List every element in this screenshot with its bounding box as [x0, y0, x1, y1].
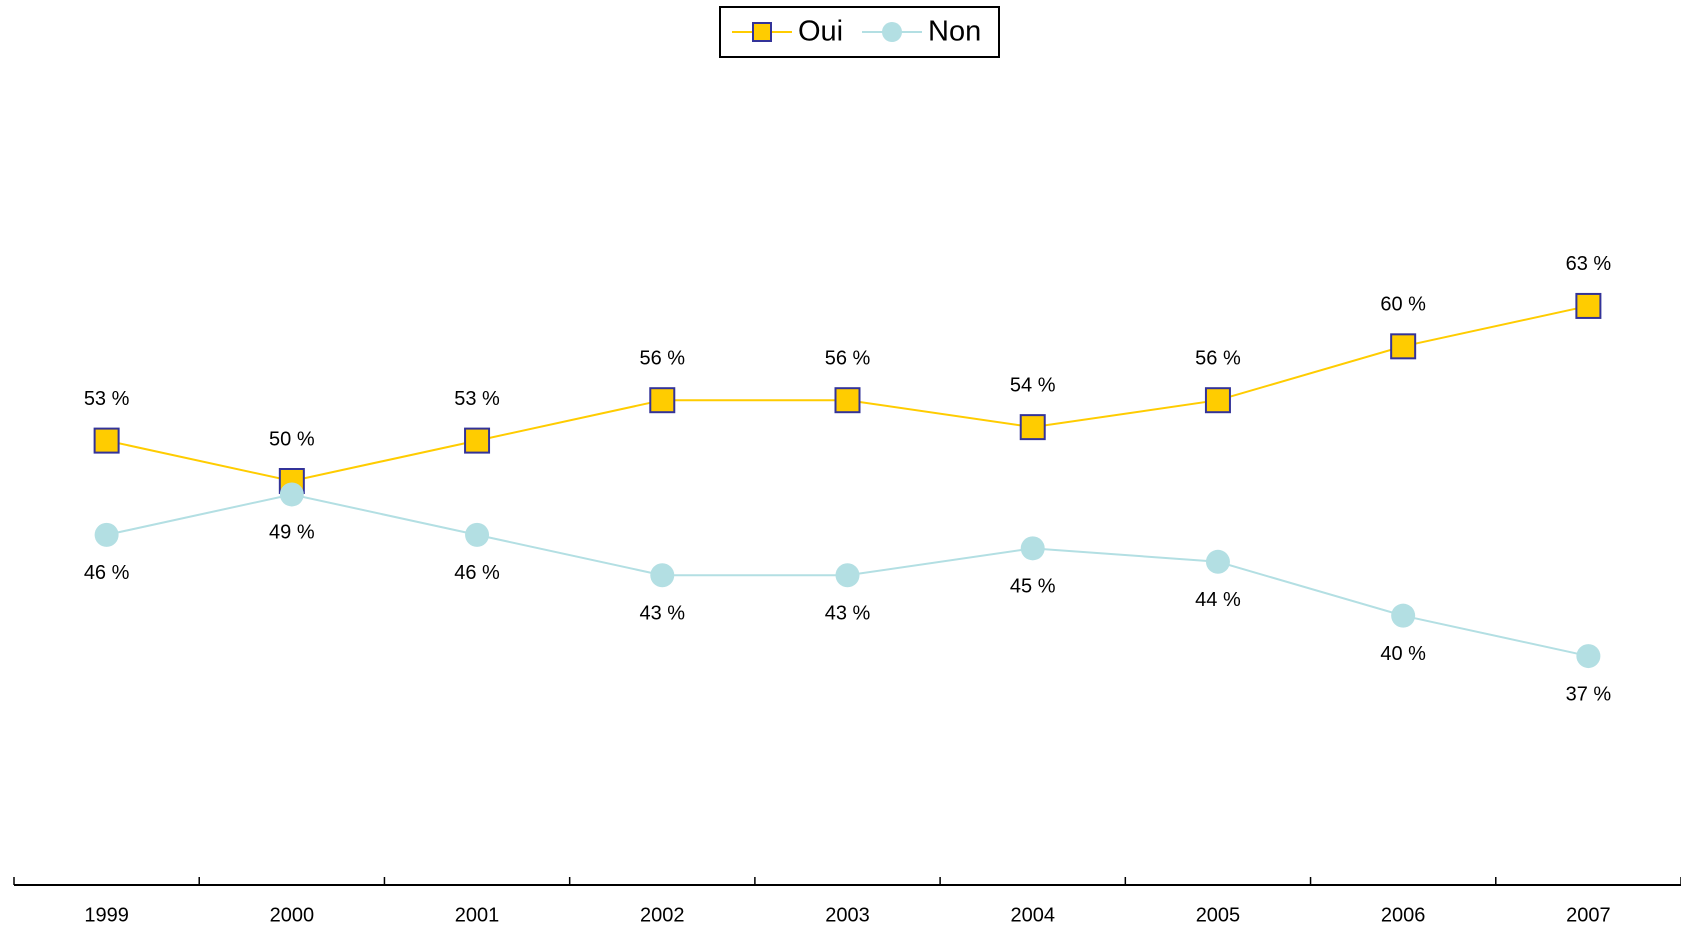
marker [649, 387, 676, 414]
marker [834, 387, 861, 414]
data-label: 46 % [454, 562, 500, 584]
marker [1391, 603, 1416, 628]
data-label: 56 % [639, 347, 685, 369]
data-label: 46 % [84, 562, 130, 584]
x-tick-label: 2002 [640, 904, 685, 926]
data-label: 49 % [269, 522, 315, 544]
data-label: 60 % [1380, 294, 1426, 316]
marker [1575, 292, 1602, 319]
marker [835, 563, 860, 588]
marker [1576, 644, 1601, 669]
data-label: 53 % [84, 388, 130, 410]
x-tick-label: 2001 [455, 904, 500, 926]
data-label: 53 % [454, 388, 500, 410]
marker [1019, 414, 1046, 441]
data-label: 44 % [1195, 589, 1241, 611]
legend-label: Non [928, 16, 981, 48]
marker [279, 482, 304, 507]
data-label: 56 % [825, 347, 871, 369]
data-label: 43 % [639, 603, 685, 625]
data-label: 43 % [825, 603, 871, 625]
marker [1204, 387, 1231, 414]
legend-marker [882, 22, 902, 42]
legend-label: Oui [798, 16, 843, 48]
legend-marker [752, 22, 772, 42]
x-tick-label: 2004 [1010, 904, 1055, 926]
data-label: 50 % [269, 428, 315, 450]
marker [464, 427, 491, 454]
x-tick-label: 2000 [270, 904, 315, 926]
data-label: 45 % [1010, 576, 1056, 598]
marker [1390, 333, 1417, 360]
marker [1020, 536, 1045, 561]
marker [93, 427, 120, 454]
marker [465, 522, 490, 547]
x-tick-label: 1999 [84, 904, 129, 926]
x-tick-label: 2007 [1566, 904, 1611, 926]
data-label: 40 % [1380, 643, 1426, 665]
marker [1205, 549, 1230, 574]
x-tick-label: 2006 [1381, 904, 1426, 926]
data-label: 56 % [1195, 347, 1241, 369]
data-label: 54 % [1010, 374, 1056, 396]
marker [94, 522, 119, 547]
x-tick-label: 2003 [825, 904, 870, 926]
marker [650, 563, 675, 588]
data-label: 63 % [1566, 253, 1612, 275]
x-tick-label: 2005 [1196, 904, 1241, 926]
data-label: 37 % [1566, 683, 1612, 705]
